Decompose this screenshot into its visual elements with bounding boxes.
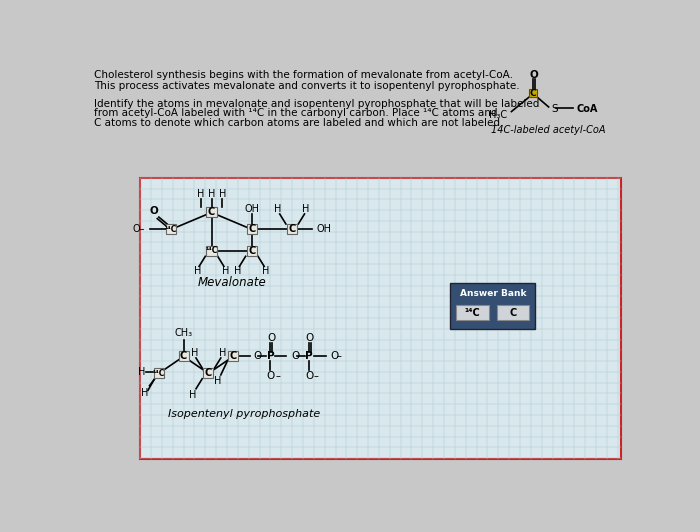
- Bar: [497, 305, 529, 320]
- Text: C: C: [180, 352, 187, 361]
- Text: CH₃: CH₃: [174, 328, 193, 338]
- Text: O: O: [253, 352, 262, 361]
- Text: Identify the atoms in mevalonate and isopentenyl pyrophosphate that will be labe: Identify the atoms in mevalonate and iso…: [94, 99, 539, 109]
- Bar: [178, 352, 188, 361]
- Text: P: P: [305, 352, 313, 361]
- Text: –: –: [275, 371, 280, 381]
- Text: C: C: [208, 207, 215, 218]
- Bar: [456, 305, 489, 320]
- Text: OH: OH: [244, 204, 259, 214]
- Text: ¹⁴C: ¹⁴C: [153, 369, 165, 378]
- Text: H: H: [141, 388, 148, 398]
- Bar: [204, 368, 214, 378]
- Text: H: H: [302, 204, 309, 214]
- Bar: [166, 225, 176, 235]
- Text: O: O: [306, 333, 314, 343]
- Text: C: C: [205, 368, 212, 378]
- Text: ¹⁴C: ¹⁴C: [205, 246, 218, 255]
- Text: Isopentenyl pyrophosphate: Isopentenyl pyrophosphate: [168, 409, 320, 419]
- Text: This process activates mevalonate and converts it to isopentenyl pyrophosphate.: This process activates mevalonate and co…: [94, 81, 519, 91]
- Text: ¹⁴C: ¹⁴C: [465, 307, 480, 318]
- Text: H: H: [222, 266, 229, 276]
- Text: H: H: [274, 204, 282, 214]
- Text: O: O: [331, 352, 339, 361]
- Text: H: H: [234, 266, 241, 276]
- Text: C: C: [230, 352, 237, 361]
- Text: C atoms to denote which carbon atoms are labeled and which are not labeled.: C atoms to denote which carbon atoms are…: [94, 118, 503, 128]
- Text: Answer Bank: Answer Bank: [460, 289, 526, 298]
- Text: O: O: [291, 352, 300, 361]
- Text: OH: OH: [317, 225, 332, 235]
- Bar: [287, 225, 297, 235]
- Text: P: P: [267, 352, 274, 361]
- Bar: [228, 352, 238, 361]
- Bar: [206, 246, 216, 256]
- Text: H: H: [218, 348, 226, 359]
- Bar: [140, 178, 621, 459]
- Bar: [154, 368, 164, 378]
- Text: O: O: [266, 371, 274, 381]
- Text: H: H: [138, 367, 146, 377]
- Text: CoA: CoA: [577, 104, 598, 113]
- Text: C: C: [248, 225, 256, 235]
- Bar: [529, 89, 537, 97]
- Text: H: H: [214, 376, 221, 386]
- Text: H: H: [262, 266, 270, 276]
- Text: O: O: [150, 206, 158, 216]
- Text: C: C: [288, 225, 295, 235]
- Text: S: S: [552, 104, 559, 113]
- Text: from acetyl-CoA labeled with ¹⁴C in the carbonyl carbon. Place ¹⁴C atoms and: from acetyl-CoA labeled with ¹⁴C in the …: [94, 109, 497, 119]
- Text: –: –: [336, 352, 341, 361]
- Text: H: H: [189, 390, 197, 400]
- Bar: [206, 207, 216, 218]
- Bar: [450, 283, 536, 329]
- Text: O–: O–: [132, 225, 145, 235]
- Text: H: H: [208, 189, 215, 199]
- Text: H: H: [194, 266, 201, 276]
- Text: Cholesterol synthesis begins with the formation of mevalonate from acetyl-CoA.: Cholesterol synthesis begins with the fo…: [94, 70, 512, 80]
- Bar: [247, 225, 257, 235]
- Text: Mevalonate: Mevalonate: [197, 276, 266, 288]
- Text: 14C-labeled acetyl-CoA: 14C-labeled acetyl-CoA: [491, 126, 606, 136]
- Text: O: O: [305, 371, 314, 381]
- Text: C: C: [248, 246, 256, 256]
- Text: O: O: [267, 333, 275, 343]
- Text: ¹⁴C: ¹⁴C: [165, 225, 177, 234]
- Text: H: H: [218, 189, 226, 199]
- Text: H: H: [191, 348, 198, 359]
- Bar: [247, 246, 257, 256]
- Text: C: C: [510, 307, 517, 318]
- Text: C: C: [530, 89, 536, 97]
- Text: H₃C: H₃C: [489, 110, 507, 120]
- Text: O: O: [529, 70, 538, 80]
- Text: –: –: [314, 371, 318, 381]
- Text: H: H: [197, 189, 204, 199]
